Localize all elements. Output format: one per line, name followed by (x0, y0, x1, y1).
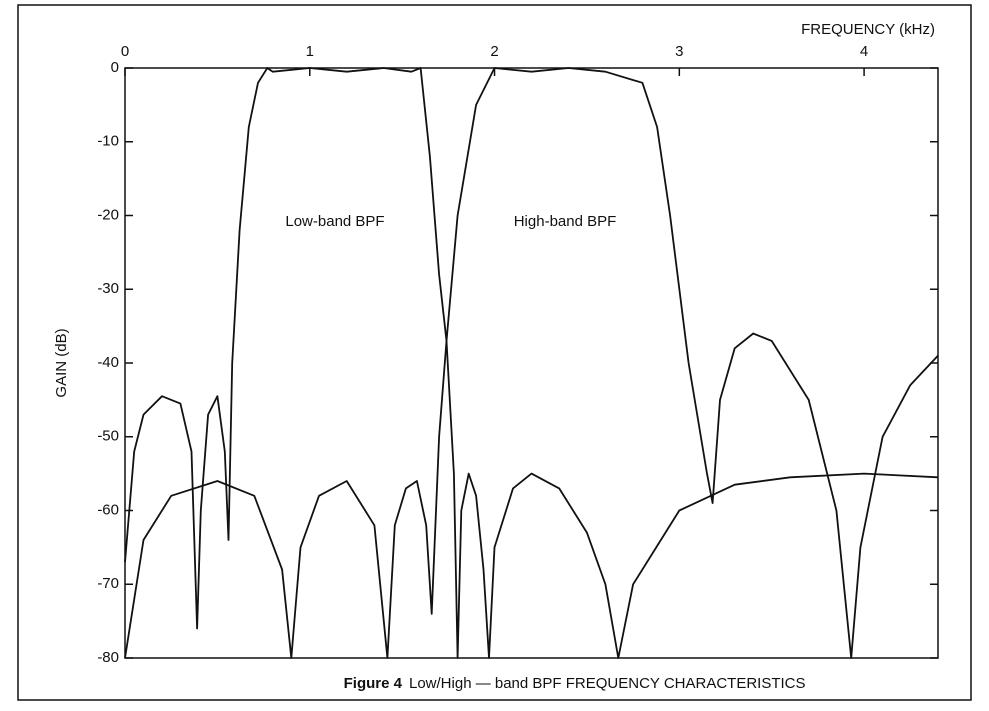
y-tick-label: 0 (111, 59, 119, 76)
y-tick-label: -50 (97, 428, 119, 445)
line (124, 67, 939, 659)
x-tick-label: 3 (675, 43, 683, 60)
y-tick-label: -20 (97, 206, 119, 223)
y-tick-label: -80 (97, 649, 119, 666)
x-axis-label: FREQUENCY (kHz) (801, 21, 935, 38)
x-tick-label: 0 (121, 43, 129, 60)
x-tick-label: 2 (490, 43, 498, 60)
caption-label: Figure 4 (344, 675, 403, 692)
caption: Low/High — band BPF FREQUENCY CHARACTERI… (409, 675, 806, 692)
outer-frame (17, 4, 972, 701)
y-tick-label: -60 (97, 501, 119, 518)
annotation: High-band BPF (514, 213, 617, 230)
y-tick-label: -30 (97, 280, 119, 297)
y-tick-label: -10 (97, 133, 119, 150)
line (124, 67, 939, 659)
x-tick-label: 1 (306, 43, 314, 60)
annotation: Low-band BPF (285, 213, 384, 230)
y-tick-label: -70 (97, 575, 119, 592)
y-axis-label: GAIN (dB) (53, 328, 70, 397)
x-tick-label: 4 (860, 43, 868, 60)
y-tick-label: -40 (97, 354, 119, 371)
